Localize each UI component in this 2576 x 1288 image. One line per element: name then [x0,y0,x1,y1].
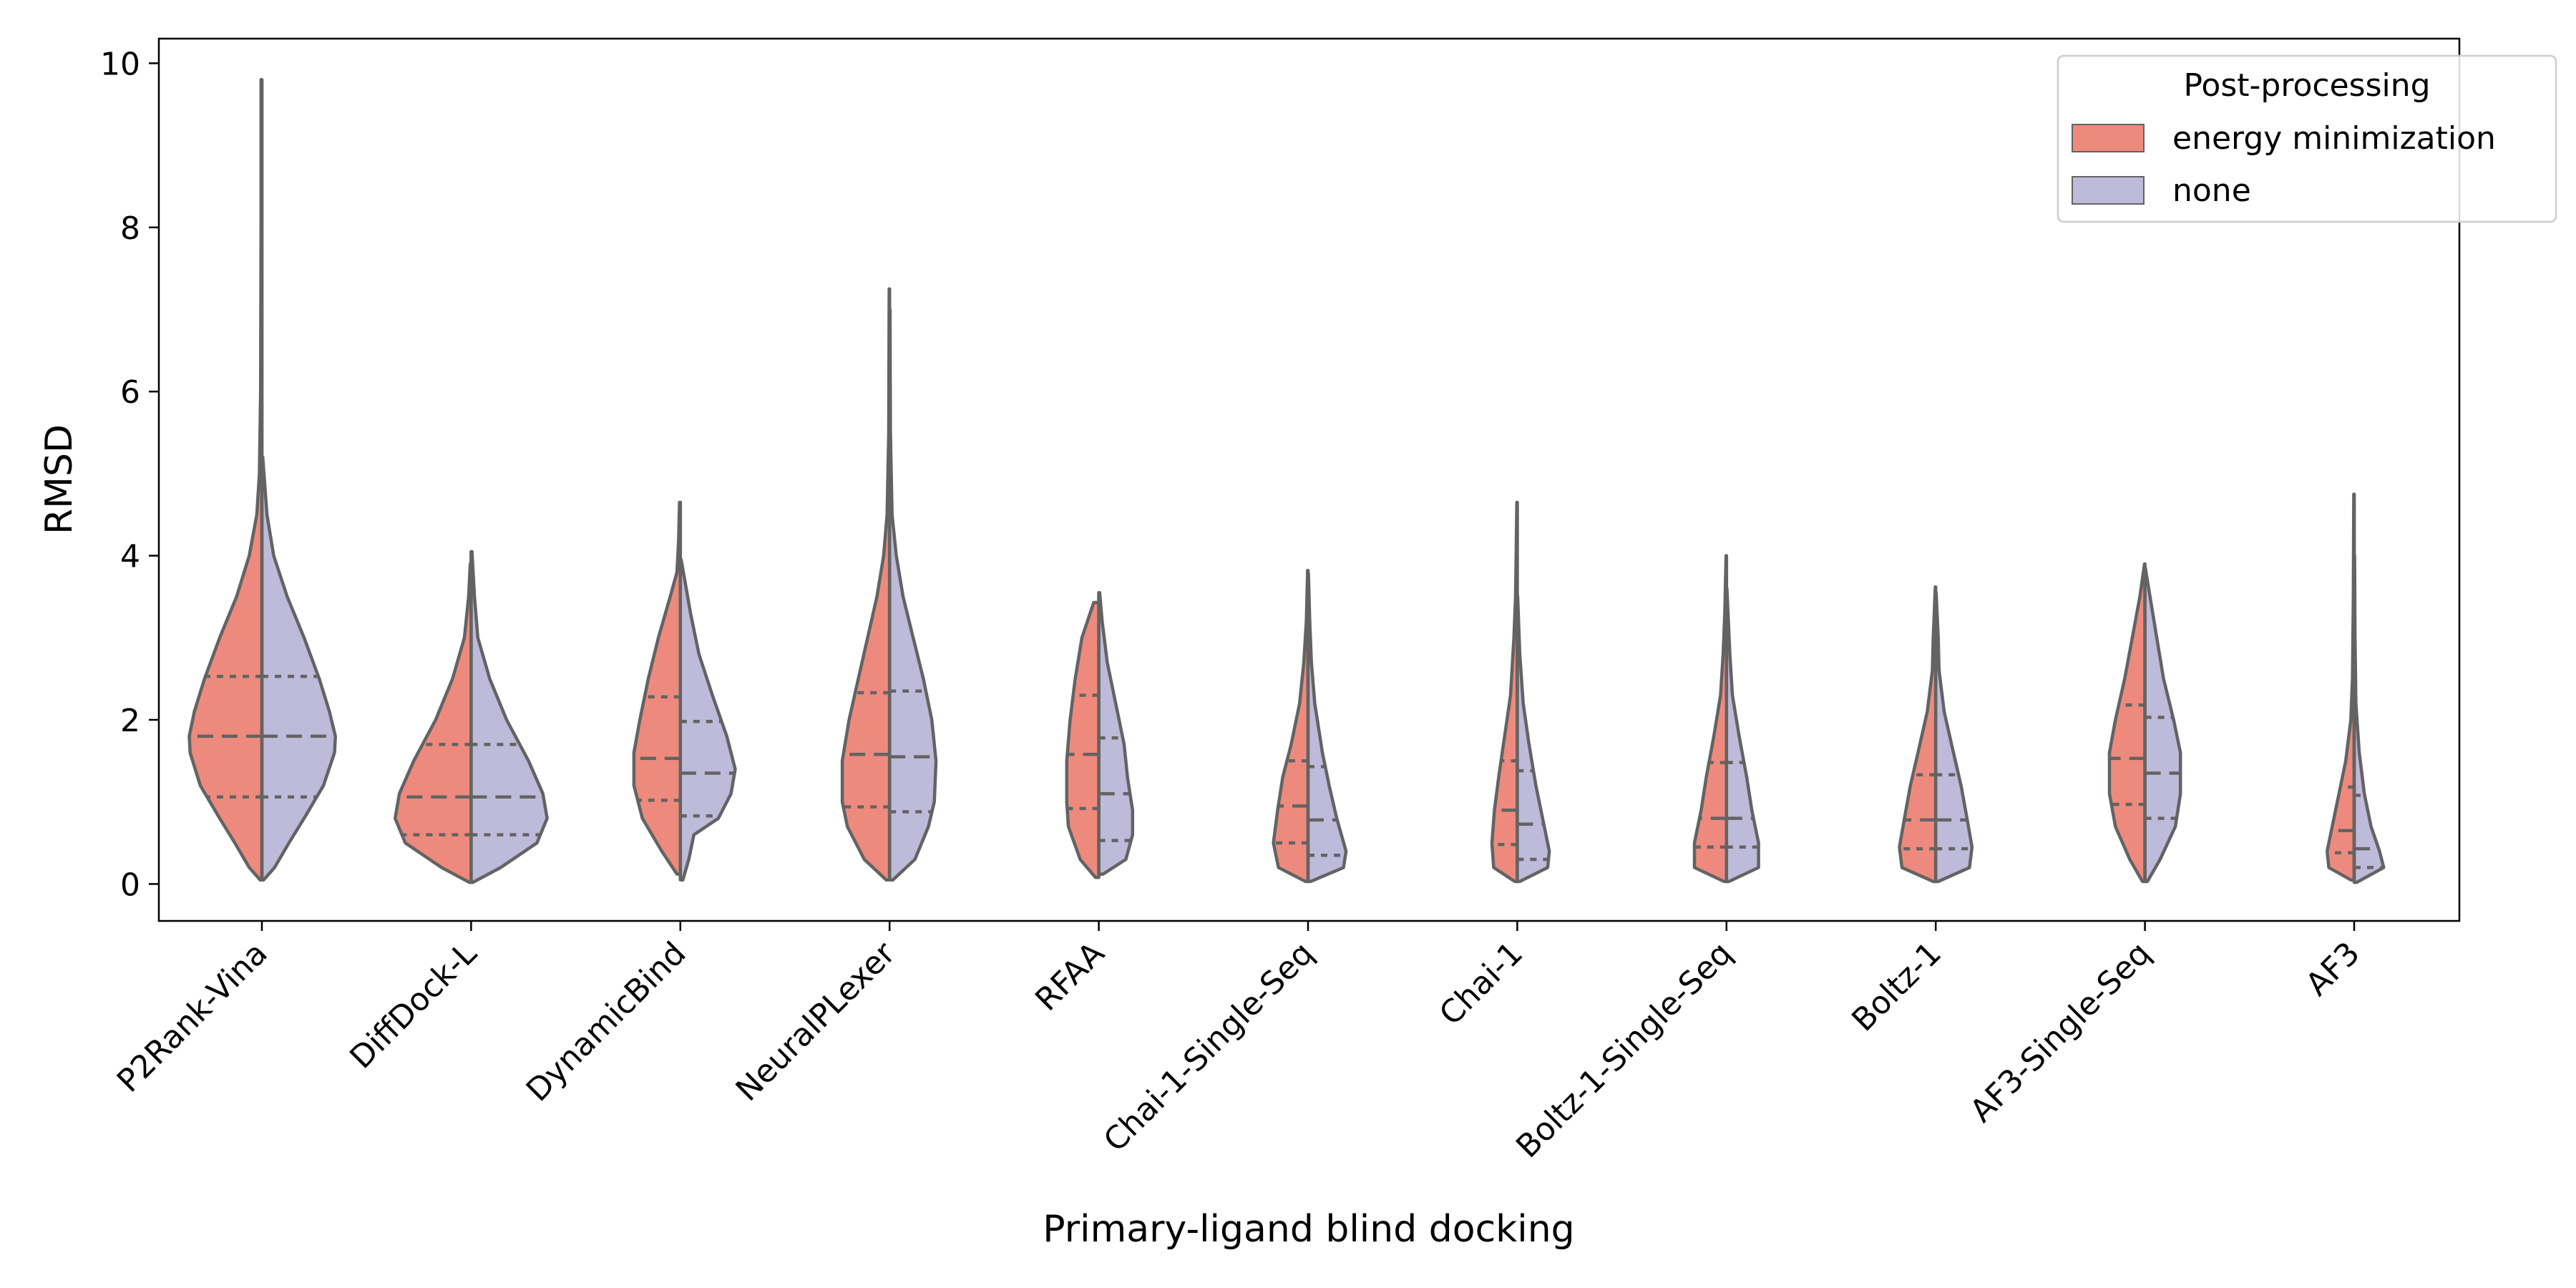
violin-neuralplexer-right [887,308,938,882]
violin-boltz-1-left [1898,585,1938,884]
violin-rfaa-left [1065,600,1101,879]
y-axis-title: RMSD [38,424,81,535]
x-tick-label-af3: AF3 [2299,935,2367,1003]
plot-area [187,78,2386,884]
plot-frame [157,37,2461,922]
y-tick-label-4: 4 [120,539,140,575]
x-axis-title: Primary-ligand blind docking [1043,1208,1574,1251]
x-tick-label-chai-1: Chai-1 [1433,935,1530,1033]
legend-title: Post-processing [2183,67,2430,104]
violin-af3-left [2325,492,2356,882]
x-tick-label-diffdock-l: DiffDock-L [343,935,484,1075]
violin-p2rank-vina-right [260,455,337,882]
legend-swatch-energy-minimization [2072,124,2145,152]
y-tick-label-0: 0 [120,867,140,903]
violin-chai-1-single-seq-right [1306,572,1348,884]
violin-af3-right [2352,554,2386,884]
violin-rfaa-right [1097,590,1135,876]
x-tick-label-rfaa: RFAA [1028,935,1111,1018]
violin-p2rank-vina-left [187,78,264,882]
violin-af3-single-seq-right [2143,566,2182,884]
x-tick-label-neuralplexer: NeuralPLexer [729,935,903,1108]
violin-dynamicbind-right [678,558,737,882]
violin-boltz-1-single-seq-left [1692,554,1729,884]
violin-chai-1-single-seq-left [1272,568,1310,884]
y-tick-label-6: 6 [120,374,140,411]
violin-diffdock-l-right [469,550,549,884]
violin-boltz-1-single-seq-right [1724,587,1760,884]
legend-box [2057,54,2557,223]
y-tick-label-10: 10 [100,46,140,82]
x-tick-label-boltz-1: Boltz-1 [1845,935,1948,1039]
violin-neuralplexer-left [840,287,892,882]
x-tick-label-dynamicbind: DynamicBind [519,935,693,1109]
violin-dynamicbind-left [632,500,683,876]
x-tick-label-af3-single-seq: AF3-Single-Seq [1963,935,2158,1130]
legend: Post-processing energy minimization none [2057,54,2557,223]
violin-boltz-1-right [1933,590,1974,884]
legend-label-none: none [2172,172,2251,209]
x-tick-label-p2rank-vina: P2Rank-Vina [110,935,275,1100]
violin-chai-1-right [1516,595,1551,884]
y-axis: 0 2 4 6 8 10 [100,46,159,903]
violin-af3-single-seq-left [2107,562,2147,884]
legend-label-energy-minimization: energy minimization [2172,120,2496,157]
x-tick-label-chai-1-single-seq: Chai-1-Single-Seq [1097,935,1321,1159]
x-axis: P2Rank-Vina DiffDock-L DynamicBind NeuralPL… [110,921,2367,1165]
y-tick-label-2: 2 [120,703,140,739]
y-tick-label-8: 8 [120,210,140,247]
legend-swatch-none [2072,176,2145,205]
x-tick-label-boltz-1-single-seq: Boltz-1-Single-Seq [1509,935,1739,1165]
violin-chai-1-left [1490,500,1519,884]
